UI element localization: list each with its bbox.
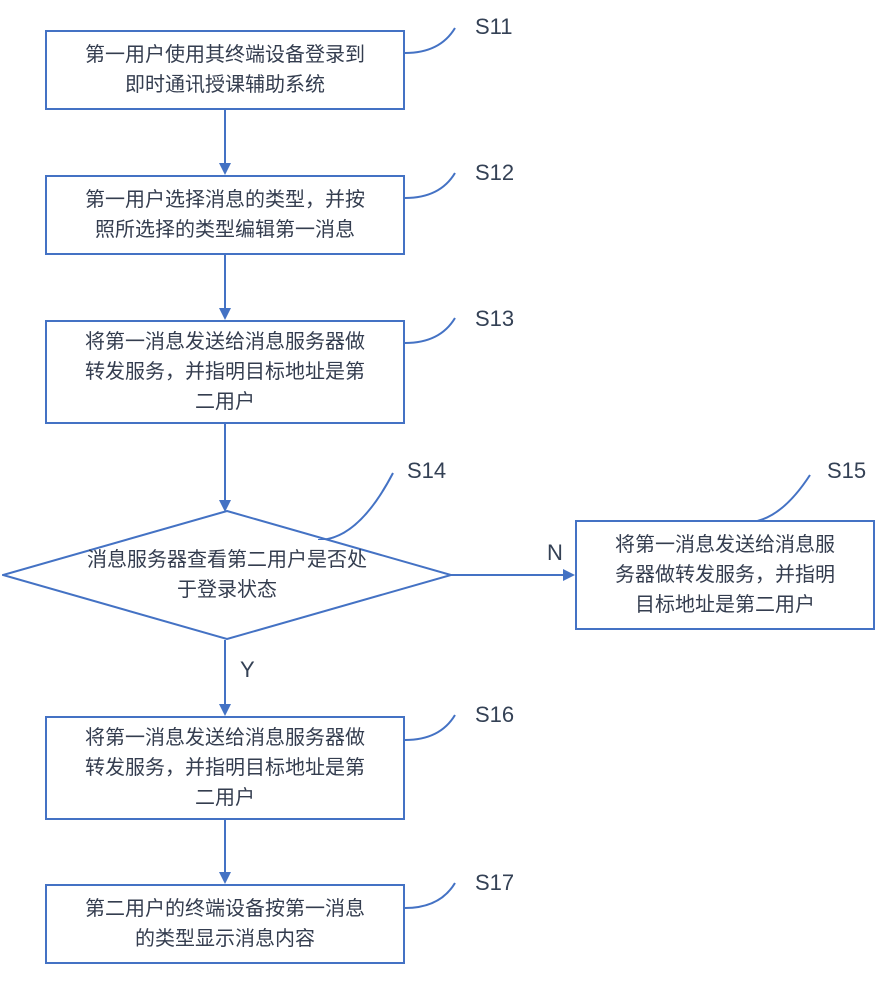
label-s17: S17 — [475, 870, 514, 896]
node-s11: 第一用户使用其终端设备登录到 即时通讯授课辅助系统 — [45, 30, 405, 110]
connector-s17 — [405, 880, 485, 920]
label-s12: S12 — [475, 160, 514, 186]
node-s17: 第二用户的终端设备按第一消息 的类型显示消息内容 — [45, 884, 405, 964]
arrow-s16-s17 — [215, 820, 235, 884]
node-s14-text: 消息服务器查看第二用户是否处 于登录状态 — [47, 545, 407, 605]
label-s15: S15 — [827, 458, 866, 484]
connector-s13 — [405, 315, 485, 355]
label-s13: S13 — [475, 306, 514, 332]
label-s11: S11 — [475, 14, 513, 40]
label-s14: S14 — [407, 458, 446, 484]
connector-s16 — [405, 712, 485, 752]
connector-s12 — [405, 170, 485, 210]
node-s11-text: 第一用户使用其终端设备登录到 即时通讯授课辅助系统 — [85, 40, 365, 100]
arrow-s14-s16 — [215, 640, 235, 716]
flowchart-canvas: 第一用户使用其终端设备登录到 即时通讯授课辅助系统 S11 第一用户选择消息的类… — [0, 0, 892, 1000]
connector-s11 — [405, 25, 485, 65]
arrow-s13-s14 — [215, 424, 235, 512]
arrow-s12-s13 — [215, 255, 235, 320]
label-s16: S16 — [475, 702, 514, 728]
connector-s15 — [752, 472, 832, 522]
node-s16: 将第一消息发送给消息服务器做 转发服务，并指明目标地址是第 二用户 — [45, 716, 405, 820]
arrow-s11-s12 — [215, 110, 235, 175]
node-s17-text: 第二用户的终端设备按第一消息 的类型显示消息内容 — [85, 894, 365, 954]
node-s12: 第一用户选择消息的类型，并按 照所选择的类型编辑第一消息 — [45, 175, 405, 255]
branch-label-y: Y — [240, 657, 255, 683]
node-s13: 将第一消息发送给消息服务器做 转发服务，并指明目标地址是第 二用户 — [45, 320, 405, 424]
node-s12-text: 第一用户选择消息的类型，并按 照所选择的类型编辑第一消息 — [85, 185, 365, 245]
node-s16-text: 将第一消息发送给消息服务器做 转发服务，并指明目标地址是第 二用户 — [85, 723, 365, 813]
node-s13-text: 将第一消息发送给消息服务器做 转发服务，并指明目标地址是第 二用户 — [85, 327, 365, 417]
branch-label-n: N — [547, 540, 563, 566]
arrow-s14-s15 — [451, 565, 575, 585]
connector-s14 — [318, 470, 408, 540]
node-s15-text: 将第一消息发送给消息服 务器做转发服务，并指明 目标地址是第二用户 — [615, 530, 835, 620]
node-s15: 将第一消息发送给消息服 务器做转发服务，并指明 目标地址是第二用户 — [575, 520, 875, 630]
